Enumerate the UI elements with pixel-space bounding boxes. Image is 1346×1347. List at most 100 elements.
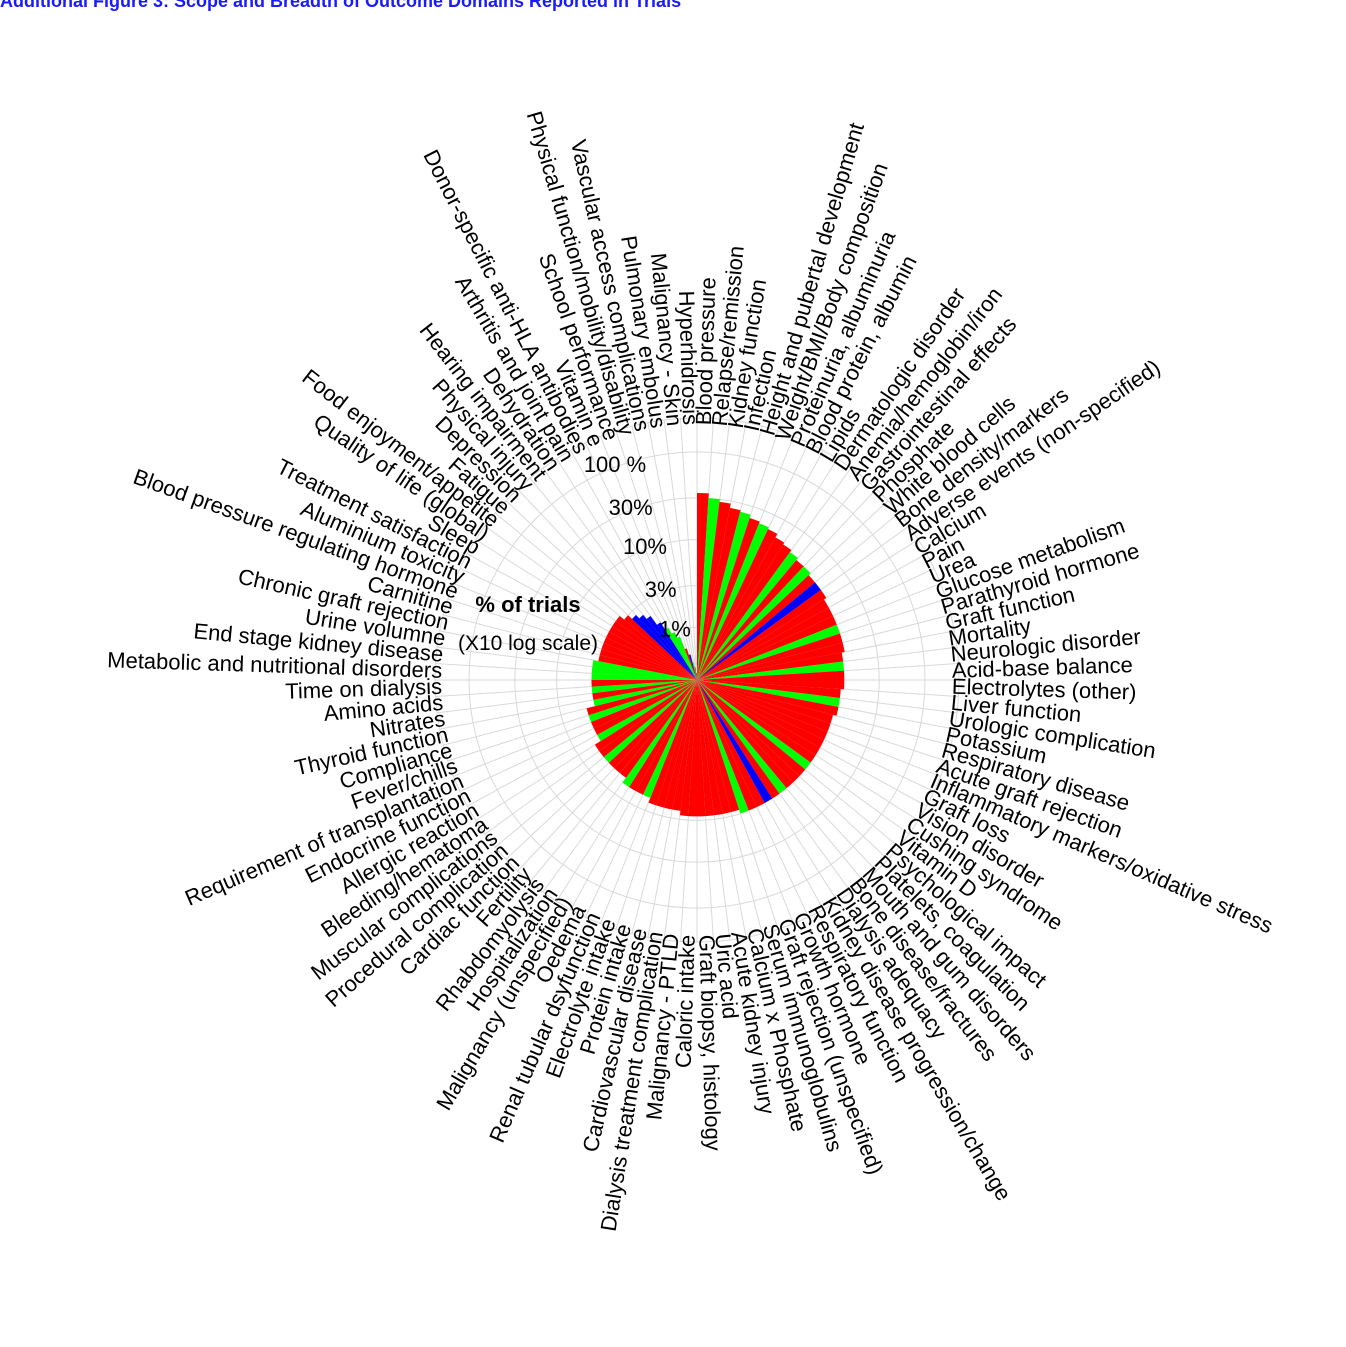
- bar-46: [697, 680, 740, 813]
- bar-12: [697, 559, 804, 680]
- bar-98: [694, 667, 697, 680]
- bar-95: [684, 648, 697, 680]
- bar-22: [697, 642, 845, 680]
- bar-66: [594, 680, 697, 752]
- bar-68: [593, 680, 697, 735]
- ring-label: 30%: [609, 495, 653, 520]
- ring-label: 1%: [659, 616, 691, 641]
- bar-81: [601, 643, 697, 680]
- bar-88: [632, 615, 697, 680]
- bar-67: [597, 680, 697, 742]
- category-label: Time on dialysis: [285, 674, 443, 704]
- bar-36: [697, 680, 811, 770]
- bar-38: [697, 680, 800, 783]
- bar-9: [697, 537, 785, 680]
- grid-spoke: [663, 420, 698, 681]
- bar-87: [624, 615, 697, 680]
- bar-39: [697, 680, 794, 789]
- category-label: Hyperhidrosis: [674, 290, 703, 425]
- figure-title: Additional Figure 3: Scope and Breadth o…: [0, 0, 682, 11]
- bar-50: [697, 680, 706, 817]
- bar-79: [598, 655, 697, 680]
- bar-17: [697, 599, 829, 680]
- grid-spoke: [615, 430, 698, 681]
- bar-91: [656, 622, 697, 680]
- ring-label: 3%: [645, 577, 677, 602]
- bar-76: [591, 673, 697, 680]
- bar-63: [608, 680, 697, 769]
- bar-24: [697, 661, 845, 680]
- bar-77: [591, 666, 697, 680]
- bar-84: [608, 626, 697, 680]
- bar-30: [697, 680, 833, 724]
- bar-89: [639, 614, 697, 680]
- bar-2: [697, 498, 720, 680]
- bar-6: [697, 517, 760, 680]
- bar-60: [622, 680, 697, 788]
- bar-31: [697, 680, 831, 732]
- bar-62: [614, 680, 697, 774]
- ring-label: 100 %: [584, 452, 646, 477]
- bar-48: [697, 680, 723, 816]
- bar-28: [697, 680, 840, 707]
- grid-ring: [468, 451, 926, 909]
- grid-spoke: [631, 426, 698, 681]
- bar-82: [603, 637, 697, 680]
- bar-series: [586, 493, 845, 817]
- bar-20: [697, 624, 841, 680]
- ring-labels: 1% 3% 10% 30% 100 %: [584, 452, 691, 642]
- bar-1: [697, 493, 709, 680]
- bar-80: [599, 648, 697, 680]
- bar-71: [586, 680, 697, 716]
- bar-70: [588, 680, 697, 722]
- bar-33: [697, 680, 825, 748]
- bar-13: [697, 566, 811, 680]
- axis-subtitle: (X10 log scale): [458, 632, 598, 655]
- grid-spoke: [542, 467, 698, 681]
- bar-4: [697, 507, 741, 680]
- category-label: Caloric intake: [671, 934, 700, 1068]
- bar-56: [648, 680, 697, 806]
- bar-49: [697, 680, 715, 817]
- bar-53: [672, 680, 697, 811]
- bar-99: [696, 673, 697, 680]
- bar-57: [643, 680, 697, 798]
- bar-18: [697, 607, 834, 680]
- bar-69: [591, 680, 697, 729]
- bar-15: [697, 582, 821, 680]
- bar-51: [688, 680, 697, 817]
- bar-75: [591, 680, 697, 687]
- bar-10: [697, 544, 792, 680]
- bar-43: [697, 680, 765, 808]
- bar-58: [635, 680, 697, 795]
- ring-label: 10%: [623, 534, 667, 559]
- bar-35: [697, 680, 816, 763]
- bar-37: [697, 680, 806, 777]
- bar-27: [697, 680, 841, 699]
- bar-14: [697, 575, 816, 680]
- bar-25: [697, 670, 845, 680]
- bar-7: [697, 523, 769, 680]
- axis-title: % of trials: [475, 592, 580, 617]
- bar-47: [697, 680, 731, 814]
- category-label: Blood pressure: [691, 277, 721, 426]
- bar-52: [679, 680, 697, 817]
- bar-11: [697, 551, 798, 680]
- bar-73: [592, 680, 697, 700]
- bar-34: [697, 680, 821, 756]
- category-label: Electrolytes (other): [952, 674, 1137, 705]
- bar-44: [697, 680, 757, 811]
- bar-86: [615, 615, 697, 680]
- bar-29: [697, 680, 839, 716]
- category-label: Graft biopsy, histology: [694, 934, 726, 1151]
- bar-23: [697, 652, 844, 680]
- bar-90: [646, 615, 697, 680]
- grid-spoke: [680, 418, 698, 681]
- category-label: Acid-base balance: [951, 652, 1133, 683]
- bar-65: [599, 680, 697, 758]
- bar-55: [656, 680, 697, 808]
- bar-21: [697, 633, 843, 680]
- bar-97: [692, 662, 697, 680]
- bar-26: [697, 680, 845, 690]
